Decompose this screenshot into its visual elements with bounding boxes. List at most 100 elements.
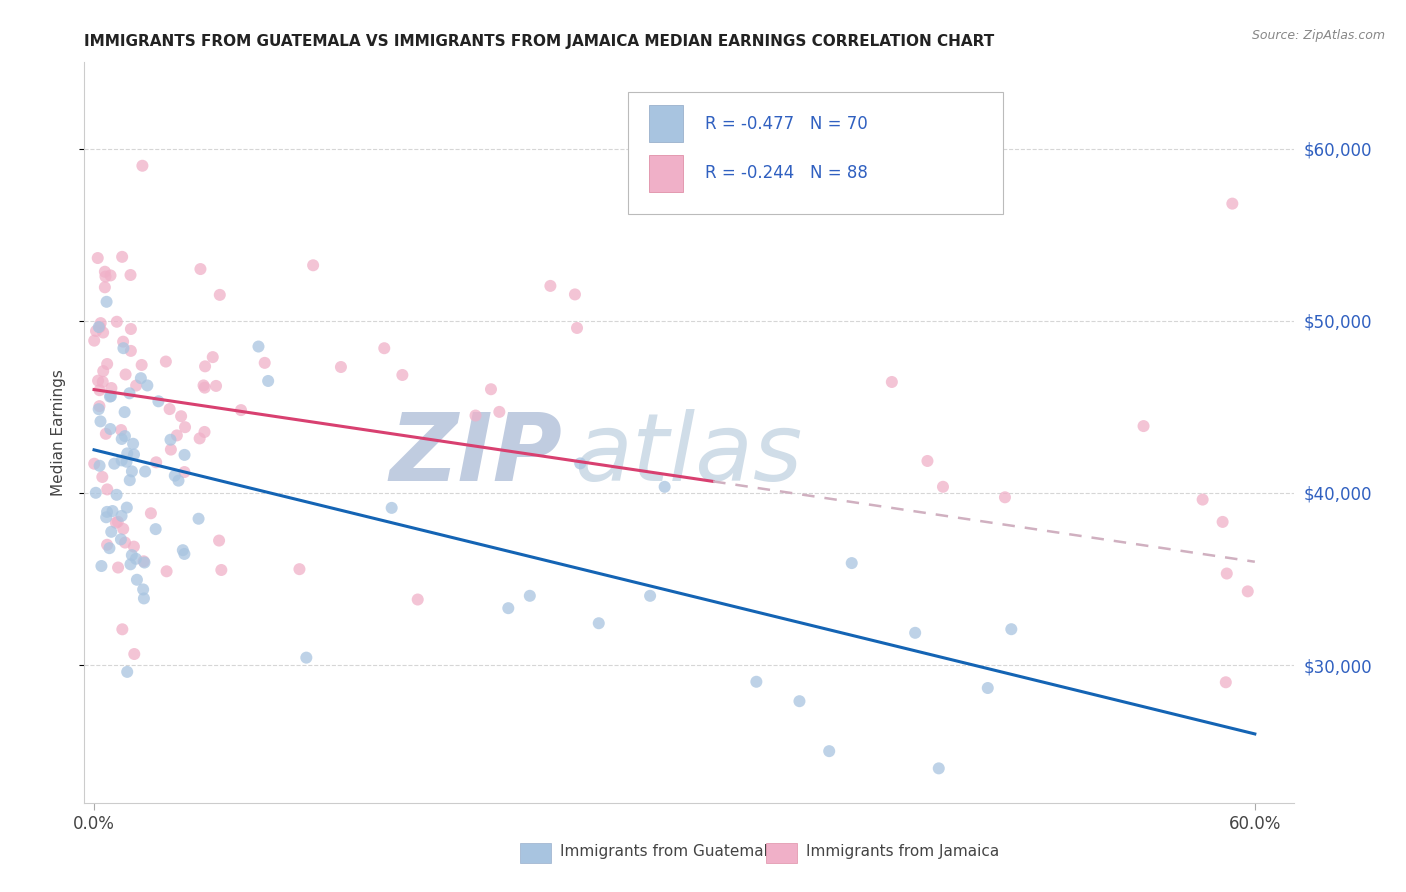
Point bbox=[1236, 584, 1258, 599]
Point bbox=[110, 508, 132, 523]
Text: atlas: atlas bbox=[574, 409, 803, 500]
Point bbox=[105, 488, 128, 502]
Point bbox=[928, 761, 950, 775]
Point bbox=[841, 556, 863, 570]
Point bbox=[100, 268, 122, 283]
FancyBboxPatch shape bbox=[650, 155, 683, 192]
Point bbox=[145, 455, 167, 469]
Point bbox=[91, 326, 114, 340]
Point bbox=[114, 368, 136, 382]
Point bbox=[94, 265, 117, 279]
Point bbox=[160, 442, 183, 457]
Point bbox=[111, 453, 134, 467]
Point bbox=[120, 268, 142, 282]
Point bbox=[173, 465, 195, 479]
Point bbox=[124, 647, 146, 661]
Point bbox=[880, 375, 903, 389]
Text: Source: ZipAtlas.com: Source: ZipAtlas.com bbox=[1251, 29, 1385, 42]
Point bbox=[91, 375, 114, 389]
Point bbox=[139, 506, 162, 520]
FancyBboxPatch shape bbox=[628, 92, 1004, 214]
Point bbox=[1216, 566, 1239, 581]
Point bbox=[1220, 196, 1243, 211]
Point bbox=[977, 681, 1000, 695]
Point bbox=[118, 386, 141, 401]
Point bbox=[114, 535, 136, 549]
Point bbox=[87, 374, 110, 388]
Point bbox=[131, 358, 153, 372]
Point bbox=[155, 354, 177, 368]
FancyBboxPatch shape bbox=[650, 105, 683, 143]
Point bbox=[122, 436, 145, 450]
Point bbox=[129, 371, 152, 385]
Point bbox=[107, 560, 129, 574]
Point bbox=[112, 334, 135, 349]
Point bbox=[104, 516, 127, 530]
Point bbox=[112, 341, 135, 355]
Point bbox=[121, 464, 143, 478]
Point bbox=[121, 548, 143, 562]
Point bbox=[83, 334, 105, 348]
Point bbox=[247, 339, 270, 353]
Point bbox=[83, 457, 105, 471]
Y-axis label: Median Earnings: Median Earnings bbox=[51, 369, 66, 496]
Point bbox=[118, 473, 141, 487]
Point bbox=[391, 368, 413, 382]
Point bbox=[98, 422, 121, 436]
Point bbox=[1212, 515, 1234, 529]
Point bbox=[818, 744, 841, 758]
Point bbox=[90, 316, 112, 330]
Point bbox=[498, 601, 520, 615]
Point bbox=[406, 592, 429, 607]
Point bbox=[145, 522, 167, 536]
Point bbox=[91, 470, 114, 484]
Point bbox=[1215, 675, 1237, 690]
Point bbox=[90, 559, 112, 574]
Point bbox=[96, 357, 118, 371]
Point bbox=[519, 589, 541, 603]
Point bbox=[170, 409, 193, 424]
Point bbox=[193, 378, 215, 392]
Point bbox=[932, 480, 955, 494]
Point bbox=[107, 515, 129, 529]
Point bbox=[564, 287, 586, 301]
Point bbox=[111, 623, 134, 637]
Point bbox=[904, 625, 927, 640]
Point bbox=[155, 564, 177, 578]
Point bbox=[125, 573, 148, 587]
Point bbox=[253, 356, 276, 370]
Point bbox=[166, 428, 188, 442]
Point bbox=[125, 551, 148, 566]
Point bbox=[94, 280, 117, 294]
Point bbox=[381, 500, 404, 515]
Point bbox=[89, 414, 111, 428]
Point bbox=[103, 457, 125, 471]
Point bbox=[120, 343, 142, 358]
Point bbox=[132, 591, 155, 606]
Text: Immigrants from Guatemala: Immigrants from Guatemala bbox=[560, 845, 778, 859]
Point bbox=[208, 288, 231, 302]
Point bbox=[110, 423, 132, 437]
Point bbox=[302, 258, 325, 272]
Point bbox=[120, 322, 142, 336]
Point bbox=[479, 382, 502, 396]
Text: R = -0.244   N = 88: R = -0.244 N = 88 bbox=[704, 164, 868, 183]
Point bbox=[187, 512, 209, 526]
Point bbox=[87, 320, 110, 334]
Text: ZIP: ZIP bbox=[389, 409, 562, 500]
Point bbox=[136, 378, 159, 392]
Point bbox=[101, 504, 124, 518]
Point bbox=[745, 674, 768, 689]
Point bbox=[174, 420, 197, 434]
Point bbox=[638, 589, 661, 603]
Point bbox=[132, 554, 155, 568]
Point bbox=[173, 547, 195, 561]
Point bbox=[94, 426, 117, 441]
Point bbox=[100, 389, 122, 403]
Point bbox=[193, 425, 215, 439]
Point bbox=[96, 538, 118, 552]
Point bbox=[98, 390, 121, 404]
Point bbox=[159, 402, 181, 417]
Point bbox=[100, 524, 122, 539]
Point bbox=[111, 250, 134, 264]
